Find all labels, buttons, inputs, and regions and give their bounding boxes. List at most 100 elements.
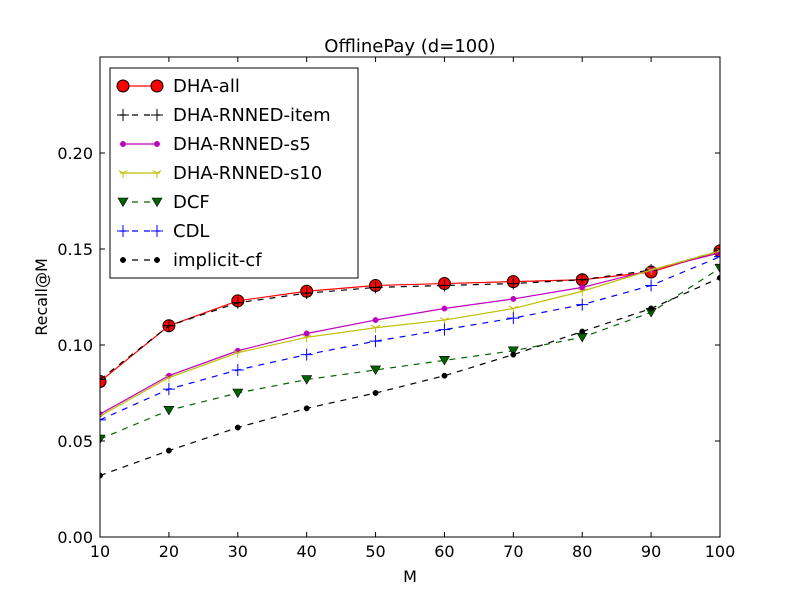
data-point-DCF-60	[438, 356, 450, 366]
legend-label: CDL	[173, 221, 209, 242]
legend-label: DCF	[173, 192, 210, 213]
legend-entry-DHA-RNNED-s10: DHA-RNNED-s10	[118, 163, 322, 184]
series-line-DHA-RNNED-s5	[100, 252, 720, 415]
x-tick-label: 10	[90, 542, 110, 561]
y-tick-label: 0.20	[57, 144, 93, 163]
data-point-CDL-60	[438, 323, 451, 336]
legend-entry-implicit-cf: implicit-cf	[120, 250, 262, 271]
legend-marker	[154, 257, 160, 263]
legend-marker	[151, 109, 163, 121]
data-point-DHA-RNNED-item-60	[438, 279, 451, 292]
legend-marker	[152, 170, 162, 178]
data-point-implicit-cf-80	[579, 328, 586, 335]
plot-frame	[99, 56, 721, 538]
y-tick-label: 0.15	[57, 240, 93, 259]
data-point-CDL-90	[645, 279, 658, 292]
data-point-DHA-RNNED-s10-30	[233, 349, 243, 358]
data-point-DCF-40	[301, 375, 313, 385]
x-tick-label: 20	[159, 542, 179, 561]
series-line-DCF	[100, 267, 720, 440]
data-point-CDL-50	[369, 335, 382, 348]
data-point-DCF-30	[232, 388, 244, 399]
data-point-DCF-100	[714, 263, 720, 274]
x-tick-label: 40	[296, 542, 316, 561]
data-point-CDL-80	[576, 298, 589, 311]
series-DHA-RNNED-s10	[100, 247, 720, 422]
legend-entry-DCF: DCF	[117, 192, 210, 213]
y-axis-label: Recall@M	[32, 258, 51, 336]
legend-marker	[120, 141, 126, 147]
data-point-CDL-10	[100, 413, 106, 426]
data-point-implicit-cf-20	[165, 447, 172, 454]
series-layer	[100, 244, 720, 479]
data-point-implicit-cf-70	[510, 351, 517, 358]
data-point-DCF-20	[163, 405, 175, 416]
data-point-DCF-70	[507, 346, 519, 356]
legend-entry-DHA-all: DHA-all	[116, 76, 240, 97]
data-point-DHA-RNNED-s10-20	[164, 374, 174, 383]
x-tick-label: 50	[365, 542, 385, 561]
legend-label: DHA-all	[173, 76, 240, 97]
legend-marker	[120, 257, 126, 263]
legend-entry-CDL: CDL	[117, 221, 209, 242]
legend-marker	[150, 79, 164, 93]
series-implicit-cf	[100, 274, 720, 479]
data-point-DHA-RNNED-s5-70	[510, 295, 517, 302]
data-point-DHA-RNNED-item-30	[231, 296, 244, 309]
y-tick-label: 0.05	[57, 432, 93, 451]
data-point-DHA-RNNED-s5-60	[441, 305, 448, 312]
data-point-DHA-RNNED-item-100	[714, 244, 720, 257]
legend-marker	[151, 225, 163, 237]
data-point-CDL-100	[714, 250, 720, 263]
data-point-DHA-RNNED-s10-40	[302, 334, 312, 343]
y-tick-label: 0.10	[57, 336, 93, 355]
series-line-DHA-RNNED-item	[100, 250, 720, 381]
data-point-DHA-RNNED-item-70	[507, 277, 520, 290]
x-tick-label: 100	[705, 542, 736, 561]
data-point-CDL-30	[231, 363, 244, 376]
data-point-implicit-cf-90	[648, 305, 655, 312]
data-point-DHA-RNNED-item-40	[300, 287, 313, 300]
series-DHA-RNNED-item	[100, 244, 720, 386]
data-point-CDL-20	[162, 383, 175, 396]
data-point-implicit-cf-60	[441, 372, 448, 379]
data-point-DHA-RNNED-item-20	[162, 319, 175, 332]
x-tick-label: 80	[572, 542, 592, 561]
data-point-implicit-cf-40	[303, 405, 310, 412]
legend-entry-DHA-RNNED-s5: DHA-RNNED-s5	[120, 134, 311, 155]
data-point-DHA-RNNED-item-50	[369, 281, 382, 294]
data-point-DHA-RNNED-s10-50	[370, 324, 381, 333]
legend-marker	[151, 197, 163, 208]
x-tick-label: 70	[503, 542, 523, 561]
data-point-CDL-70	[507, 312, 520, 325]
series-line-DHA-all	[100, 250, 720, 382]
legend-marker	[117, 197, 129, 208]
data-point-DHA-RNNED-s5-80	[579, 284, 586, 291]
ticks-layer: 10 20 30 40 50 60 70 80 90 100 0.00 0.05 0.10 0.15 0.2…	[57, 57, 735, 561]
legend-marker	[117, 109, 129, 121]
y-tick-label: 0.00	[57, 528, 93, 547]
data-point-implicit-cf-50	[372, 390, 379, 396]
data-point-DHA-RNNED-s10-10	[100, 413, 105, 422]
series-CDL	[100, 250, 720, 426]
legend: DHA-all DHA-RNNED-item DHA-RNNED-s5 DHA-RNN…	[109, 67, 359, 279]
x-axis-label: M	[403, 567, 417, 586]
data-point-DHA-RNNED-s10-90	[646, 267, 656, 276]
data-point-DHA-RNNED-item-80	[576, 273, 589, 286]
legend-label: DHA-RNNED-item	[173, 105, 331, 126]
data-point-DHA-RNNED-item-10	[100, 373, 106, 386]
legend-marker	[154, 141, 160, 147]
x-tick-label: 60	[434, 542, 454, 561]
legend-label: DHA-RNNED-s5	[173, 134, 311, 155]
series-line-implicit-cf	[100, 277, 720, 477]
data-point-DHA-RNNED-s5-40	[303, 330, 310, 337]
series-line-DHA-RNNED-s10	[100, 250, 720, 417]
legend-label: implicit-cf	[173, 250, 262, 271]
legend-marker	[118, 170, 128, 178]
legend-label: DHA-RNNED-s10	[173, 163, 322, 184]
legend-marker	[117, 225, 129, 237]
data-point-DCF-50	[370, 365, 382, 376]
x-tick-label: 90	[641, 542, 661, 561]
series-line-CDL	[100, 256, 720, 421]
